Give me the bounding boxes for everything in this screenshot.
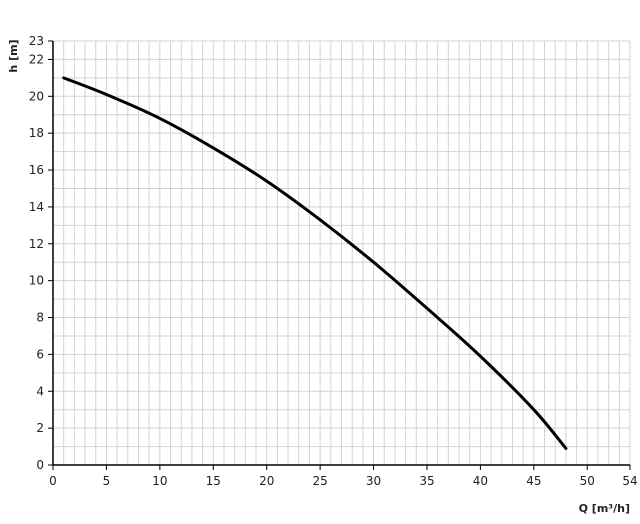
x-tick-label: 40 — [473, 474, 488, 488]
x-tick-label: 30 — [366, 474, 381, 488]
y-tick-label: 14 — [29, 200, 44, 214]
y-tick-label: 18 — [29, 126, 44, 140]
grid — [53, 40, 631, 465]
x-tick-label: 54 — [622, 474, 637, 488]
y-tick-label: 12 — [29, 237, 44, 251]
y-tick-label: 10 — [29, 274, 44, 288]
y-tick-label: 4 — [36, 384, 44, 398]
y-tick-label: 0 — [36, 458, 44, 472]
y-tick-label: 20 — [29, 89, 44, 103]
y-tick-label: 8 — [36, 311, 44, 325]
y-tick-label: 23 — [29, 34, 44, 48]
x-tick-label: 10 — [152, 474, 167, 488]
x-tick-label: 45 — [526, 474, 541, 488]
y-tick-label: 16 — [29, 163, 44, 177]
y-axis-label: h [m] — [7, 39, 20, 72]
y-tick-label: 6 — [36, 347, 44, 361]
x-tick-label: 15 — [206, 474, 221, 488]
x-tick-label: 25 — [312, 474, 327, 488]
x-tick-label: 5 — [103, 474, 111, 488]
x-tick-label: 50 — [580, 474, 595, 488]
x-tick-label: 35 — [419, 474, 434, 488]
axes — [48, 40, 631, 470]
tick-labels: 0 5 10 15 20 25 30 35 40 45 50 54 0 2 4 6 8 10 12 14 16 18 20 2… — [29, 34, 638, 488]
series-curve — [62, 76, 568, 450]
x-axis-label: Q [m³/h] — [579, 502, 630, 515]
y-tick-label: 2 — [36, 421, 44, 435]
x-tick-label: 0 — [49, 474, 57, 488]
x-tick-label: 20 — [259, 474, 274, 488]
y-tick-label: 22 — [29, 52, 44, 66]
